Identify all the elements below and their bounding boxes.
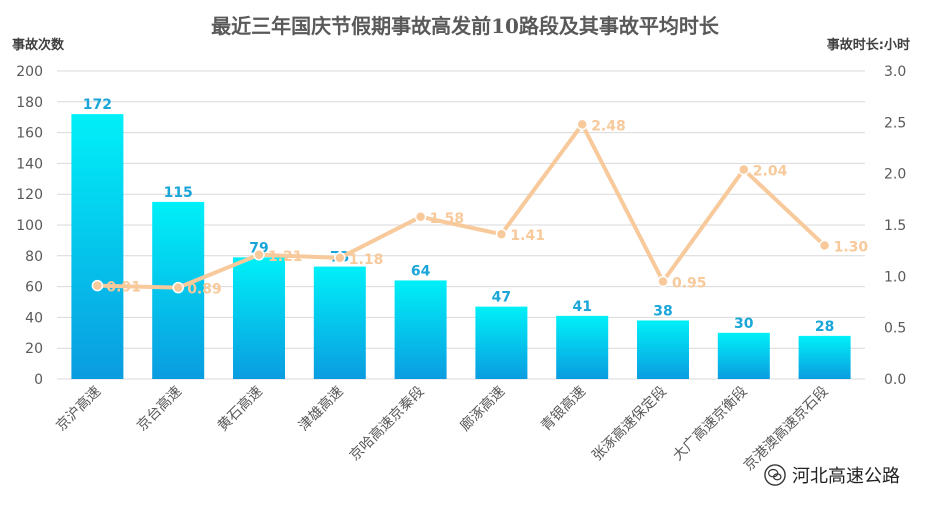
line-value-label: 2.04 bbox=[753, 164, 788, 180]
y-right-tick-label: 0.5 bbox=[884, 321, 906, 337]
bar-value-label: 41 bbox=[572, 299, 591, 315]
y-axis-left-title: 事故次数 bbox=[12, 38, 65, 53]
bar-value-label: 28 bbox=[815, 319, 834, 335]
chart-title: 最近三年国庆节假期事故高发前10路段及其事故平均时长 bbox=[211, 14, 719, 38]
y-right-tick-label: 3.0 bbox=[884, 64, 906, 80]
y-left-tick-label: 140 bbox=[16, 156, 43, 172]
y-left-tick-label: 160 bbox=[16, 126, 43, 142]
y-left-tick-label: 0 bbox=[34, 372, 43, 388]
bar bbox=[556, 315, 609, 379]
line-point bbox=[172, 281, 184, 294]
watermark: 河北高速公路 bbox=[764, 462, 900, 488]
y-right-tick-label: 2.0 bbox=[884, 167, 906, 183]
line-point bbox=[495, 228, 508, 240]
line-value-label: 0.95 bbox=[672, 275, 707, 291]
line-point bbox=[253, 249, 265, 261]
bar-value-label: 64 bbox=[411, 263, 431, 279]
line-value-label: 0.91 bbox=[106, 280, 141, 296]
y-right-tick-label: 2.5 bbox=[884, 115, 906, 131]
y-left-tick-label: 200 bbox=[16, 64, 43, 80]
bar bbox=[717, 332, 770, 379]
wechat-icon bbox=[764, 464, 786, 486]
line-point bbox=[91, 279, 104, 292]
line-point bbox=[334, 252, 346, 264]
line-value-label: 1.21 bbox=[268, 249, 303, 265]
y-right-tick-label: 0.0 bbox=[884, 372, 906, 388]
y-right-tick-label: 1.0 bbox=[884, 269, 906, 285]
line-point bbox=[657, 275, 669, 288]
x-tick-label: 京台高速 bbox=[133, 383, 185, 435]
y-left-tick-label: 80 bbox=[25, 249, 43, 265]
line-value-label: 1.30 bbox=[834, 240, 869, 256]
x-tick-label: 京港澳高速京石段 bbox=[740, 383, 831, 474]
bar-value-label: 30 bbox=[734, 316, 754, 332]
bar bbox=[71, 114, 124, 380]
line-point bbox=[738, 163, 750, 176]
line-value-label: 1.41 bbox=[510, 228, 545, 244]
line-value-label: 2.48 bbox=[591, 118, 626, 134]
bar bbox=[637, 320, 689, 379]
y-left-tick-label: 100 bbox=[16, 218, 43, 234]
y-left-tick-label: 180 bbox=[16, 95, 43, 111]
y-left-tick-label: 40 bbox=[25, 310, 43, 326]
bar bbox=[233, 257, 285, 379]
bar-value-label: 172 bbox=[83, 97, 112, 113]
y-left-tick-label: 120 bbox=[16, 187, 43, 203]
y-left-tick-label: 20 bbox=[25, 341, 43, 357]
bar-value-label: 115 bbox=[164, 185, 193, 201]
x-tick-label: 青银高速 bbox=[537, 383, 589, 435]
bar bbox=[313, 266, 366, 379]
bar bbox=[394, 280, 447, 379]
line-value-label: 1.58 bbox=[430, 211, 465, 227]
x-tick-label: 津雄高速 bbox=[295, 383, 347, 435]
y-right-tick-label: 1.5 bbox=[884, 218, 906, 234]
watermark-text: 河北高速公路 bbox=[792, 466, 900, 487]
x-tick-label: 廊涿高速 bbox=[457, 383, 509, 435]
line-point bbox=[576, 118, 588, 131]
line-point bbox=[414, 211, 427, 223]
x-tick-label: 黄石高速 bbox=[214, 383, 266, 435]
x-tick-label: 张涿高速保定段 bbox=[589, 383, 670, 464]
bar-value-label: 47 bbox=[492, 290, 511, 306]
line-point bbox=[818, 239, 831, 252]
line-value-label: 1.18 bbox=[349, 252, 384, 268]
x-tick-label: 大广高速京衡段 bbox=[669, 383, 750, 464]
y-axis-right-title: 事故时长:小时 bbox=[826, 38, 910, 53]
y-left-tick-label: 60 bbox=[25, 280, 43, 296]
bar bbox=[798, 335, 851, 379]
x-tick-label: 京哈高速京秦段 bbox=[346, 383, 427, 464]
bar bbox=[475, 306, 528, 379]
bar-value-label: 38 bbox=[653, 303, 672, 319]
line-series bbox=[97, 122, 826, 290]
x-tick-label: 京沪高速 bbox=[53, 383, 105, 435]
line-value-label: 0.89 bbox=[187, 282, 222, 298]
